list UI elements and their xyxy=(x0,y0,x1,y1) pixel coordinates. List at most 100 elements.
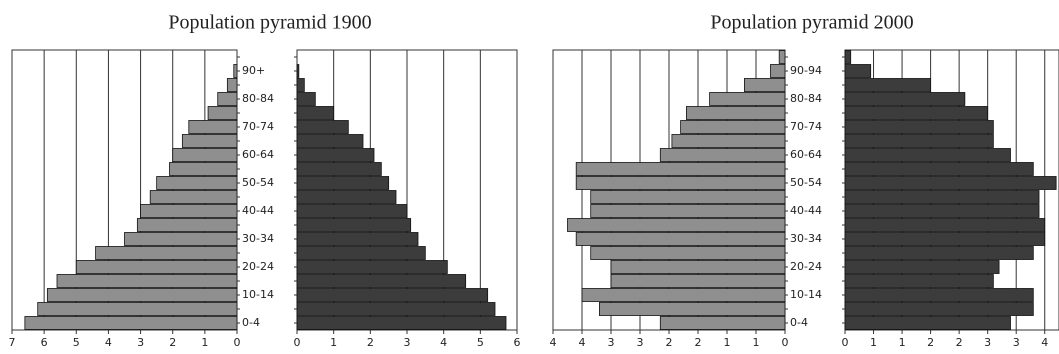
x-tick-label: 4 xyxy=(440,336,447,349)
bar xyxy=(844,316,1011,330)
bar xyxy=(149,190,238,204)
y-tick-label: 50-54 xyxy=(790,176,822,189)
y-tick-label: 20-24 xyxy=(790,260,822,273)
x-tick-label: 3 xyxy=(137,336,144,349)
y-tick-label: 30-34 xyxy=(790,232,822,245)
bar xyxy=(844,302,1034,316)
x-tick-label: 3 xyxy=(637,336,644,349)
bar xyxy=(844,50,852,64)
bar xyxy=(659,316,786,330)
bar xyxy=(169,162,238,176)
x-tick-label: 3 xyxy=(984,336,991,349)
x-tick-label: 5 xyxy=(477,336,484,349)
bar xyxy=(233,64,238,78)
bar xyxy=(296,120,349,134)
bar xyxy=(844,246,1034,260)
bar xyxy=(671,134,786,148)
bar xyxy=(296,92,316,106)
bar xyxy=(296,64,300,78)
bar xyxy=(296,176,390,190)
x-tick-label: 1 xyxy=(330,336,337,349)
x-tick-label: 0 xyxy=(234,336,241,349)
bar xyxy=(296,288,489,302)
x-tick-label: 2 xyxy=(169,336,176,349)
bar xyxy=(844,106,989,120)
y-tick-label: 60-64 xyxy=(242,148,274,161)
bar xyxy=(844,78,931,92)
x-tick-label: 4 xyxy=(1041,336,1048,349)
bar xyxy=(844,260,1000,274)
y-tick-label: 0-4 xyxy=(242,316,260,329)
bar xyxy=(296,148,375,162)
panel xyxy=(844,49,1059,331)
bar xyxy=(217,92,238,106)
y-tick-label: 30-34 xyxy=(242,232,274,245)
y-tick-label: 50-54 xyxy=(242,176,274,189)
bar xyxy=(188,120,238,134)
bar xyxy=(844,288,1034,302)
bar xyxy=(124,232,238,246)
x-tick-label: 2 xyxy=(666,336,673,349)
bar xyxy=(46,288,238,302)
bar xyxy=(844,204,1040,218)
x-tick-label: 7 xyxy=(9,336,16,349)
y-tick-label: 0-4 xyxy=(790,316,808,329)
x-tick-label: 0 xyxy=(782,336,789,349)
bar xyxy=(296,316,507,330)
x-tick-label: 6 xyxy=(41,336,48,349)
y-tick-label: 70-74 xyxy=(242,120,274,133)
y-tick-label: 60-64 xyxy=(790,148,822,161)
x-tick-label: 2 xyxy=(927,336,934,349)
bar xyxy=(844,92,966,106)
bar xyxy=(686,106,786,120)
x-tick-label: 1 xyxy=(753,336,760,349)
bar xyxy=(744,78,786,92)
bar xyxy=(844,274,994,288)
bar xyxy=(24,316,238,330)
bar xyxy=(567,218,786,232)
bar xyxy=(659,148,786,162)
bar xyxy=(296,134,364,148)
bar xyxy=(296,190,397,204)
y-tick-label: 10-14 xyxy=(790,288,822,301)
x-tick-label: 4 xyxy=(550,336,557,349)
bar xyxy=(296,162,382,176)
chart-title: Population pyramid 1900 xyxy=(168,12,371,34)
y-tick-label: 90+ xyxy=(242,64,265,77)
x-tick-label: 1 xyxy=(724,336,731,349)
bar xyxy=(844,176,1057,190)
bar xyxy=(575,176,786,190)
x-tick-label: 5 xyxy=(73,336,80,349)
y-tick-label: 40-44 xyxy=(790,204,822,217)
bar xyxy=(599,302,786,316)
bar xyxy=(610,260,786,274)
x-tick-label: 4 xyxy=(579,336,586,349)
x-tick-label: 1 xyxy=(201,336,208,349)
bar xyxy=(610,274,786,288)
bar xyxy=(296,302,496,316)
x-tick-label: 2 xyxy=(695,336,702,349)
bar xyxy=(37,302,238,316)
chart-title: Population pyramid 2000 xyxy=(710,12,913,34)
bar xyxy=(296,232,419,246)
bar xyxy=(95,246,238,260)
bar xyxy=(709,92,786,106)
y-tick-label: 10-14 xyxy=(242,288,274,301)
bar xyxy=(575,162,786,176)
bar xyxy=(844,218,1046,232)
x-tick-label: 3 xyxy=(1013,336,1020,349)
x-tick-label: 0 xyxy=(294,336,301,349)
bar xyxy=(844,162,1034,176)
bar xyxy=(844,64,872,78)
bar xyxy=(844,148,1011,162)
bar xyxy=(56,274,238,288)
x-tick-label: 1 xyxy=(870,336,877,349)
bar xyxy=(226,78,238,92)
bar xyxy=(172,148,238,162)
bar xyxy=(296,218,412,232)
bar xyxy=(844,120,994,134)
bar xyxy=(590,204,786,218)
bar xyxy=(136,218,238,232)
bar xyxy=(75,260,238,274)
